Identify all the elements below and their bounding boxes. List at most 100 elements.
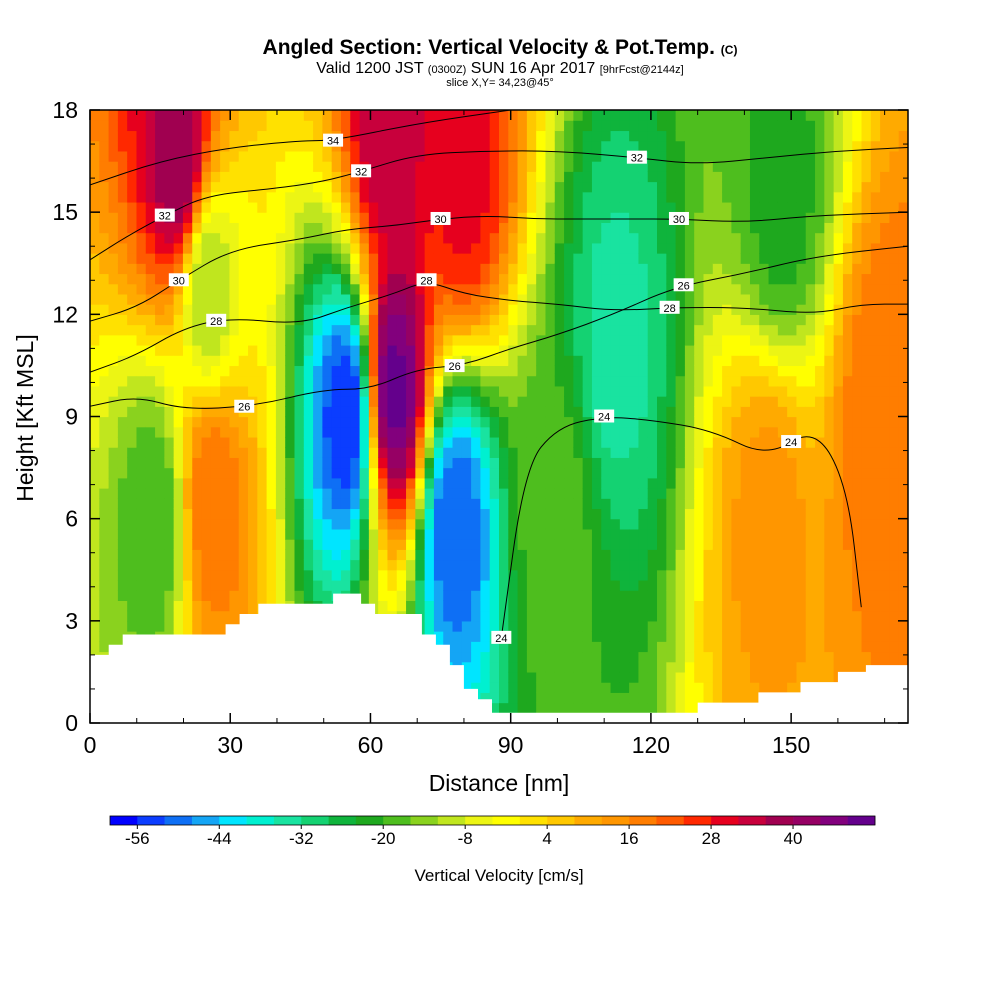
velocity-cell <box>582 518 593 530</box>
velocity-cell <box>694 610 705 622</box>
velocity-cell <box>340 171 351 183</box>
velocity-cell <box>852 375 863 387</box>
velocity-cell <box>684 559 695 571</box>
velocity-cell <box>461 150 472 162</box>
velocity-cell <box>489 447 500 458</box>
velocity-cell <box>331 508 342 520</box>
velocity-cell <box>796 222 807 234</box>
velocity-cell <box>164 590 175 601</box>
velocity-cell <box>833 222 844 234</box>
velocity-cell <box>815 671 825 683</box>
velocity-cell <box>666 355 677 367</box>
velocity-cell <box>480 488 491 499</box>
velocity-cell <box>675 385 686 397</box>
velocity-cell <box>638 273 649 285</box>
velocity-cell <box>768 661 779 673</box>
velocity-cell <box>545 416 556 428</box>
velocity-cell <box>722 477 732 489</box>
velocity-cell <box>210 293 221 305</box>
velocity-cell <box>703 304 714 315</box>
velocity-cell <box>443 600 454 612</box>
velocity-cell <box>331 344 342 356</box>
velocity-cell <box>675 314 686 326</box>
velocity-cell <box>796 661 807 673</box>
velocity-cell <box>554 130 565 142</box>
velocity-cell <box>359 528 370 540</box>
velocity-cell <box>684 651 695 663</box>
velocity-cell <box>508 579 519 591</box>
velocity-cell <box>638 569 649 581</box>
velocity-cell <box>248 150 258 162</box>
velocity-cell <box>712 365 723 377</box>
velocity-cell <box>564 682 574 693</box>
velocity-cell <box>712 314 723 326</box>
velocity-cell <box>303 283 314 295</box>
velocity-cell <box>647 344 658 356</box>
velocity-cell <box>155 528 165 540</box>
velocity-cell <box>517 436 528 448</box>
velocity-cell <box>619 488 630 499</box>
velocity-cell <box>684 631 695 642</box>
velocity-cell <box>368 324 379 336</box>
velocity-cell <box>582 508 593 520</box>
velocity-cell <box>545 651 556 663</box>
velocity-cell <box>564 150 574 162</box>
velocity-cell <box>136 150 147 162</box>
velocity-cell <box>675 140 686 152</box>
velocity-cell <box>647 232 658 244</box>
velocity-cell <box>480 651 491 663</box>
velocity-cell <box>136 447 147 458</box>
velocity-cell <box>340 355 351 367</box>
velocity-cell <box>573 293 584 305</box>
velocity-cell <box>852 579 863 591</box>
velocity-cell <box>90 253 100 264</box>
velocity-cell <box>564 283 574 295</box>
velocity-cell <box>220 579 231 591</box>
velocity-cell <box>787 396 798 407</box>
velocity-cell <box>285 273 296 285</box>
velocity-cell <box>833 569 844 581</box>
velocity-cell <box>396 528 407 540</box>
velocity-cell <box>257 120 268 132</box>
velocity-cell <box>127 161 138 172</box>
velocity-cell <box>554 293 565 305</box>
velocity-cell <box>99 467 110 479</box>
velocity-cell <box>601 222 612 234</box>
velocity-cell <box>433 232 444 244</box>
velocity-cell <box>508 682 519 693</box>
velocity-cell <box>461 242 472 254</box>
velocity-cell <box>480 181 491 193</box>
velocity-cell <box>117 263 128 275</box>
velocity-cell <box>350 344 361 356</box>
velocity-cell <box>443 498 454 510</box>
velocity-cell <box>257 375 268 387</box>
velocity-cell <box>536 528 547 540</box>
velocity-cell <box>285 528 296 540</box>
velocity-cell <box>675 334 686 346</box>
velocity-cell <box>573 488 584 499</box>
velocity-cell <box>90 528 100 540</box>
velocity-cell <box>155 365 165 377</box>
velocity-cell <box>164 130 175 142</box>
velocity-cell <box>387 253 398 264</box>
velocity-cell <box>805 518 816 530</box>
velocity-cell <box>201 426 212 438</box>
velocity-cell <box>433 467 444 479</box>
velocity-cell <box>842 334 853 346</box>
velocity-cell <box>564 498 574 510</box>
velocity-cell <box>257 355 268 367</box>
velocity-cell <box>554 590 565 601</box>
velocity-cell <box>471 671 482 683</box>
velocity-cell <box>536 396 547 407</box>
velocity-cell <box>210 569 221 581</box>
velocity-cell <box>173 559 184 571</box>
velocity-cell <box>731 559 742 571</box>
velocity-cell <box>842 181 853 193</box>
velocity-cell <box>508 539 519 550</box>
velocity-cell <box>591 620 602 632</box>
velocity-cell <box>238 324 249 336</box>
velocity-cell <box>740 498 751 510</box>
velocity-cell <box>545 508 556 520</box>
velocity-cell <box>368 273 379 285</box>
velocity-cell <box>433 140 444 152</box>
